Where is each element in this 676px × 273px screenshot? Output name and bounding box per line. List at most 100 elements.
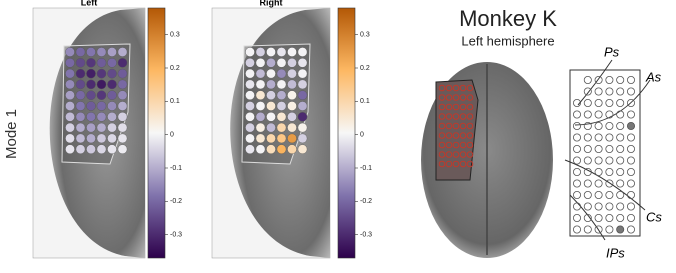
schematic-electrode: [583, 213, 592, 222]
colorbar-tick-label: 0: [170, 132, 174, 139]
colorbar-tick-label: -0.3: [360, 232, 372, 239]
electrode: [75, 47, 86, 57]
implant-electrode: [445, 122, 453, 130]
electrode: [86, 133, 96, 144]
electrode: [266, 144, 276, 154]
electrode: [287, 144, 297, 154]
electrode: [107, 68, 117, 79]
implant-electrode: [452, 122, 460, 130]
colorbar-tick-label: 0.1: [360, 98, 370, 105]
schematic-electrode: [573, 110, 582, 119]
schematic-electrode: [627, 213, 636, 222]
schematic-electrode: [627, 202, 636, 211]
schematic-electrode: [616, 110, 625, 119]
electrode: [65, 144, 75, 154]
electrode: [276, 68, 287, 79]
implant-electrode: [445, 132, 453, 139]
schematic-electrode: [573, 167, 582, 176]
electrode: [86, 68, 96, 79]
electrode: [65, 58, 75, 68]
schematic-electrode: [616, 122, 625, 131]
electrode: [287, 112, 297, 122]
schematic-electrode: [616, 133, 625, 142]
implant-electrode: [452, 132, 460, 139]
schematic-electrode: [573, 122, 582, 131]
electrode: [297, 112, 308, 122]
implant-electrode: [459, 122, 467, 130]
implant-electrode: [445, 113, 453, 120]
electrode: [86, 58, 96, 68]
implant-electrode: [459, 94, 467, 101]
electrode: [107, 90, 117, 100]
implant-electrode: [445, 151, 453, 158]
electrode: [245, 122, 255, 133]
electrode: [287, 101, 297, 111]
implant-electrode: [459, 160, 467, 168]
schematic-electrode: [583, 122, 592, 131]
schematic-electrode: [605, 144, 614, 153]
electrode: [86, 79, 96, 90]
electrode: [96, 79, 107, 90]
electrode: [65, 133, 75, 144]
electrode: [287, 79, 297, 90]
schematic-electrode: [594, 76, 603, 85]
schematic-electrode: [573, 156, 582, 165]
panel-title: Right: [260, 0, 283, 7]
electrode: [276, 133, 287, 144]
schematic-electrode: [594, 144, 603, 153]
electrode: [276, 144, 287, 154]
electrode: [287, 90, 297, 100]
electrode: [297, 122, 308, 133]
electrode: [96, 58, 107, 68]
electrode: [96, 112, 107, 122]
implant-electrode: [459, 151, 467, 158]
schematic-electrode: [616, 213, 625, 222]
schematic-electrode: [573, 202, 582, 211]
colorbar: [337, 7, 356, 259]
implant-electrode: [452, 113, 460, 120]
schematic-electrode: [627, 167, 636, 176]
schematic-electrode: [605, 190, 614, 199]
electrode: [75, 133, 86, 144]
schematic-electrode: [616, 225, 625, 234]
electrode: [117, 112, 128, 122]
implant-electrode: [438, 113, 446, 120]
schematic-electrode: [573, 133, 582, 142]
electrode: [297, 79, 308, 90]
sulcus-label: Cs: [646, 209, 662, 224]
electrode: [96, 90, 107, 100]
electrode: [117, 90, 128, 100]
electrode: [107, 133, 117, 144]
electrode: [107, 58, 117, 68]
electrode: [96, 122, 107, 133]
schematic-electrode: [605, 167, 614, 176]
implant-electrode: [459, 141, 467, 149]
electrode: [255, 122, 266, 133]
electrode: [107, 79, 117, 90]
implant-electrode: [438, 103, 446, 111]
implant-electrode: [466, 94, 474, 101]
colorbar-tick-label: -0.2: [360, 198, 372, 205]
schematic-electrode: [583, 110, 592, 119]
electrode: [117, 122, 128, 133]
implant-electrode: [466, 160, 474, 168]
electrode: [245, 79, 255, 90]
schematic-electrode: [627, 190, 636, 199]
schematic-electrode: [594, 122, 603, 131]
implant-electrode: [445, 160, 453, 168]
implant-electrode: [466, 84, 474, 92]
colorbar-tick-label: 0: [360, 132, 364, 139]
schematic-electrode: [627, 156, 636, 165]
schematic-electrode: [594, 110, 603, 119]
electrode: [65, 79, 75, 90]
electrode: [107, 112, 117, 122]
schematic-electrode: [573, 190, 582, 199]
electrode: [276, 79, 287, 90]
schematic-electrode: [573, 225, 582, 234]
electrode: [276, 101, 287, 111]
schematic-electrode: [583, 225, 592, 234]
electrode: [107, 47, 117, 57]
electrode: [287, 68, 297, 79]
schematic-electrode: [627, 99, 636, 108]
